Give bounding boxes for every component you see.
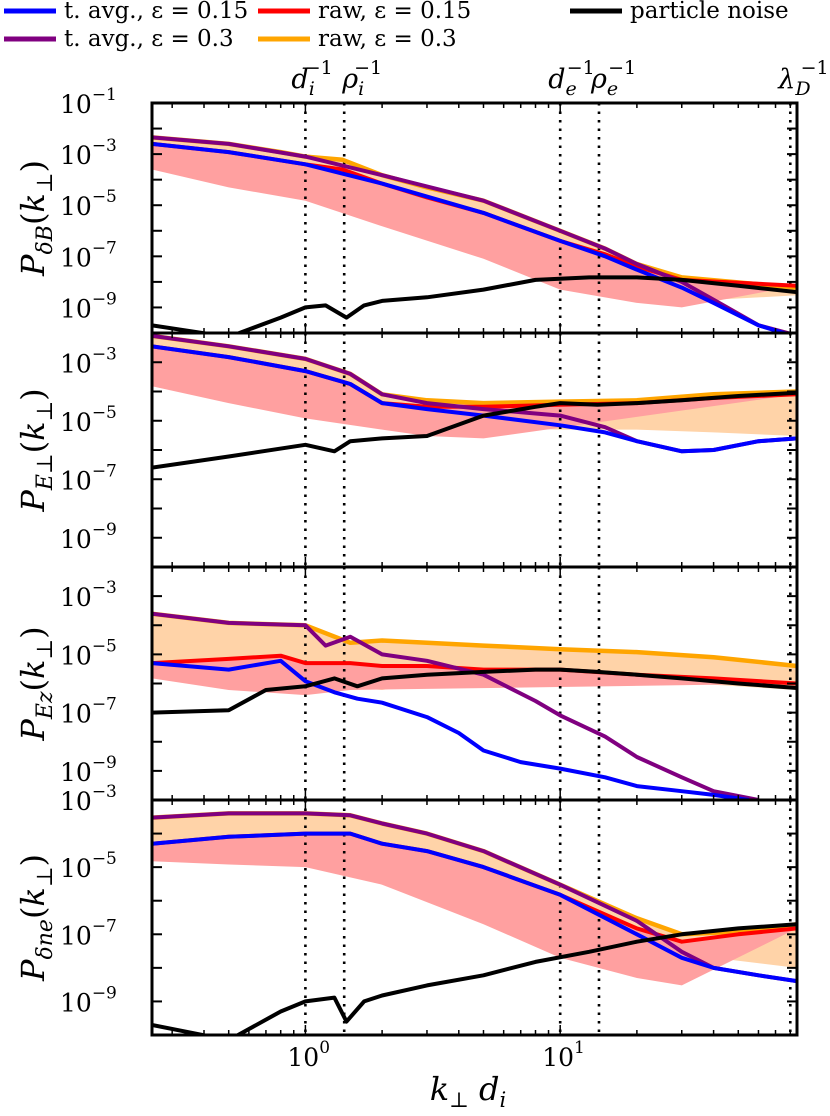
panel-2-line-3 bbox=[152, 658, 750, 800]
x-tick-label-0: 100 bbox=[287, 1038, 330, 1072]
panel-2-ytick-label-3: 10−9 bbox=[60, 753, 117, 787]
panel-3-ytick-label-1: 10−5 bbox=[60, 849, 117, 883]
panel-2-line-2 bbox=[152, 611, 759, 800]
x-axis-title: k⊥ di bbox=[430, 1070, 507, 1112]
panel-1-ytick-label-3: 10−9 bbox=[60, 520, 117, 554]
panel-2-ylabel: PEz(k⊥) bbox=[14, 626, 58, 741]
panel-2-ytick-label-0: 10−3 bbox=[60, 578, 117, 612]
panel-2-ytick-label-1: 10−5 bbox=[60, 636, 117, 670]
panel-1: 10−3 10−5 10−7 10−9PE⊥(k⊥) bbox=[14, 331, 799, 569]
panel-0-ytick-label-4: 10−9 bbox=[60, 289, 117, 323]
x-axis: 100 101 bbox=[287, 1038, 584, 1072]
legend-label-2: particle noise bbox=[630, 0, 789, 24]
panel-0-line-4 bbox=[152, 275, 797, 333]
legend-label-1: raw, ε = 0.15 bbox=[318, 0, 471, 24]
reference-line-labels: di−1 ρi−1 de−1ρe−1 λD−1 bbox=[291, 57, 828, 100]
panel-1-ytick-label-1: 10−5 bbox=[60, 403, 117, 437]
panel-0-ytick-label-3: 10−7 bbox=[60, 238, 117, 272]
reference-label-1: ρi−1 bbox=[341, 57, 382, 100]
panel-1-ylabel: PE⊥(k⊥) bbox=[14, 388, 58, 512]
panel-0-ytick-label-2: 10−5 bbox=[60, 187, 117, 221]
panel-0-line-2 bbox=[152, 135, 796, 333]
panel-3-ytick-label-3: 10−9 bbox=[60, 983, 117, 1017]
panel-3-ytick-label-2: 10−7 bbox=[60, 916, 117, 950]
legend: t. avg., ε = 0.15 raw, ε = 0.15 particle n… bbox=[4, 0, 789, 52]
legend-label-3: t. avg., ε = 0.3 bbox=[64, 26, 234, 52]
panel-3-line-3 bbox=[152, 831, 797, 984]
panel-3-band-1 bbox=[152, 833, 797, 986]
panels: 10−110−310−510−710−9PδB(k⊥)10−310−510−71… bbox=[14, 85, 799, 1037]
panel-3-ylabel: Pδne(k⊥) bbox=[14, 854, 58, 982]
panel-1-ytick-label-0: 10−3 bbox=[60, 344, 117, 378]
legend-label-0: t. avg., ε = 0.15 bbox=[64, 0, 248, 24]
panel-3-line-4 bbox=[152, 922, 797, 1035]
panel-3-ytick-label-0: 10−3 bbox=[60, 782, 117, 816]
panel-0-ylabel: PδB(k⊥) bbox=[14, 160, 58, 277]
panel-2-ytick-label-2: 10−7 bbox=[60, 695, 117, 729]
panel-0-line-3 bbox=[152, 141, 791, 333]
panel-3-frame bbox=[150, 798, 799, 1037]
x-tick-label-1: 101 bbox=[542, 1038, 585, 1072]
panel-0-ytick-label-1: 10−3 bbox=[60, 136, 117, 170]
panel-3-plot-area bbox=[152, 800, 797, 1035]
reference-label-0: di−1 bbox=[291, 57, 332, 100]
legend-label-4: raw, ε = 0.3 bbox=[318, 26, 457, 52]
reference-label-2: de−1 bbox=[548, 57, 595, 100]
panel-1-band-1 bbox=[152, 346, 797, 439]
panel-1-plot-area bbox=[152, 333, 797, 567]
panel-0-plot-area bbox=[152, 103, 797, 333]
panel-1-line-3 bbox=[152, 344, 797, 454]
panel-1-ytick-label-2: 10−7 bbox=[60, 461, 117, 495]
panel-2-plot-area bbox=[152, 567, 797, 800]
reference-label-4: λD−1 bbox=[777, 57, 828, 100]
reference-label-3: ρe−1 bbox=[590, 57, 636, 100]
panel-1-line-4 bbox=[152, 390, 797, 470]
panel-2-line-4 bbox=[152, 667, 797, 715]
panel-0-ytick-label-0: 10−1 bbox=[60, 85, 117, 119]
